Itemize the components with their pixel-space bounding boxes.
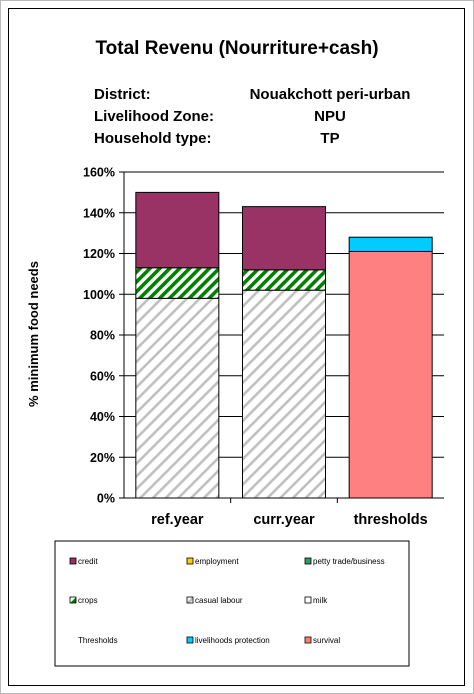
legend-swatch — [304, 557, 312, 565]
legend-swatch — [69, 557, 77, 565]
legend-item-label: petty trade/business — [313, 557, 385, 566]
legend-item-label: credit — [78, 557, 98, 566]
axes: 0% 20% 40% 60% 80% 100% 120% 140% 160% ref.year cu… — [83, 166, 444, 528]
info-block: District: Nouakchott peri-urban Liveliho… — [94, 86, 410, 147]
y-tick-label: 140% — [83, 206, 115, 220]
legend-swatch — [69, 596, 77, 604]
legend-swatch — [304, 636, 312, 644]
bar-segment-survival — [348, 250, 433, 499]
x-category-label: curr.year — [253, 512, 315, 528]
y-tick-label: 20% — [90, 451, 115, 465]
y-tick-label: 40% — [90, 410, 115, 424]
legend-swatch — [186, 596, 194, 604]
info-value-household-type: TP — [320, 130, 339, 147]
bar-segment-casual-labour — [135, 297, 220, 499]
info-label-household-type: Household type: — [94, 130, 212, 147]
y-tick-label: 60% — [90, 369, 115, 383]
bar-segment-credit — [135, 191, 220, 269]
info-value-livelihood-zone: NPU — [314, 108, 346, 125]
bar-segment-credit — [242, 206, 326, 271]
info-label-district: District: — [94, 86, 151, 103]
bar-segment-crops — [135, 267, 220, 299]
legend-item-label: crops — [78, 596, 98, 605]
legend-item-label: Thresholds — [78, 636, 118, 645]
legend-item-label: survival — [313, 636, 340, 645]
y-tick-label: 120% — [83, 247, 115, 261]
y-tick-label: 0% — [97, 492, 115, 506]
bar-segment-livelihoods-protection — [348, 236, 433, 252]
x-category-label: thresholds — [354, 512, 428, 528]
y-tick-label: 80% — [90, 329, 115, 343]
legend-swatch — [186, 636, 194, 644]
legend-item-label: casual labour — [195, 596, 243, 605]
chart-area-border — [8, 8, 465, 686]
legend-swatch — [304, 596, 312, 604]
bar-segment-casual-labour — [242, 289, 326, 499]
y-tick-label: 160% — [83, 166, 115, 180]
legend: credit employment petty trade/business crop… — [54, 540, 410, 667]
bars — [135, 191, 433, 499]
legend-item-label: livelihoods protection — [195, 636, 270, 645]
chart-title: Total Revenu (Nourriture+cash) — [95, 38, 378, 59]
legend-swatch — [186, 557, 194, 565]
bar-segment-crops — [242, 269, 326, 291]
info-value-district: Nouakchott peri-urban — [250, 86, 411, 103]
legend-item-label: milk — [313, 596, 328, 605]
y-tick-label: 100% — [83, 288, 115, 302]
legend-item-label: employment — [195, 557, 239, 566]
legend-box — [54, 540, 410, 667]
x-category-label: ref.year — [151, 512, 204, 528]
y-axis-label: % minimum food needs — [26, 261, 41, 407]
info-label-livelihood-zone: Livelihood Zone: — [94, 108, 214, 125]
